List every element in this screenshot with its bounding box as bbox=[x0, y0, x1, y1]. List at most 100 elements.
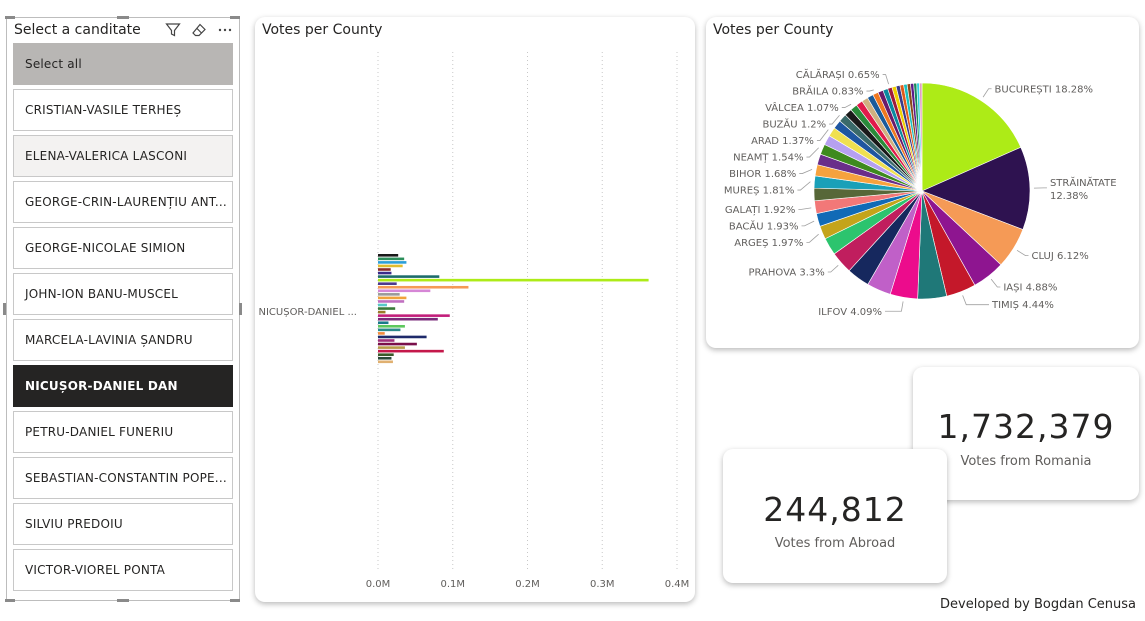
pie-label: BRĂILA 0.83% bbox=[792, 85, 863, 98]
leader-line bbox=[866, 89, 874, 92]
pie-chart: BUCUREȘTI 18.28% STRĂINĂTATE 12.38% CLUJ 6.… bbox=[724, 68, 1117, 318]
leader-line bbox=[841, 103, 852, 108]
bar[interactable] bbox=[378, 360, 393, 364]
select-all-item[interactable]: Select all bbox=[13, 43, 233, 85]
bar[interactable] bbox=[378, 254, 399, 257]
bar-chart: 0.0M 0.1M 0.2M 0.3M 0.4M NICUȘOR-DANIEL ... bbox=[258, 52, 690, 590]
bar-chart-card[interactable]: Votes per County 0.0M 0.1M 0.2M 0.3M 0.4M NIC… bbox=[255, 17, 695, 602]
leader-line bbox=[816, 129, 829, 141]
slicer-item[interactable]: CRISTIAN-VASILE TERHEȘ bbox=[13, 89, 233, 131]
pie-label: BIHOR 1.68% bbox=[729, 169, 796, 180]
slicer-item[interactable]: ELENA-VALERICA LASCONI bbox=[13, 135, 233, 177]
kpi-value-romania: 1,732,379 bbox=[937, 407, 1115, 446]
slicer-title: Select a canditate bbox=[14, 22, 141, 38]
leader-line bbox=[797, 181, 811, 191]
resize-handle[interactable] bbox=[5, 16, 15, 19]
filter-icon[interactable] bbox=[164, 21, 182, 39]
bar[interactable] bbox=[378, 293, 400, 296]
pie-label: BUCUREȘTI 18.28% bbox=[995, 84, 1093, 95]
bar[interactable] bbox=[378, 289, 431, 293]
pie-label: ARGEȘ 1.97% bbox=[734, 238, 803, 249]
bar[interactable] bbox=[378, 321, 389, 325]
bar[interactable] bbox=[378, 335, 427, 339]
bar[interactable] bbox=[378, 296, 407, 300]
pie-chart-card[interactable]: Votes per County BUCUREȘTI 18.28% STRĂINĂ… bbox=[706, 17, 1139, 348]
leader-line bbox=[827, 265, 839, 273]
candidate-slicer[interactable]: Select a canditate Select all CRISTIAN-VA… bbox=[6, 17, 240, 601]
bar[interactable] bbox=[378, 346, 405, 349]
bar[interactable] bbox=[378, 271, 392, 275]
bar[interactable] bbox=[378, 332, 385, 335]
pie-label: ARAD 1.37% bbox=[751, 136, 814, 147]
resize-handle[interactable] bbox=[230, 599, 240, 602]
pie-slice[interactable] bbox=[919, 82, 923, 192]
resize-handle[interactable] bbox=[5, 599, 15, 602]
x-tick-label: 0.2M bbox=[515, 579, 540, 590]
slicer-item[interactable]: GEORGE-CRIN-LAURENȚIU ANT... bbox=[13, 181, 233, 223]
slicer-toolbar bbox=[164, 21, 234, 39]
bar[interactable] bbox=[378, 257, 405, 261]
slicer-item[interactable]: VICTOR-VIOREL PONTA bbox=[13, 549, 233, 591]
pie-label: BACĂU 1.93% bbox=[729, 219, 799, 232]
pie-slice[interactable] bbox=[921, 146, 1031, 230]
bar[interactable] bbox=[378, 314, 450, 317]
kpi-card-romania: 1,732,379 Votes from Romania bbox=[913, 367, 1139, 500]
pie-label: VÂLCEA 1.07% bbox=[765, 101, 839, 114]
bar[interactable] bbox=[378, 325, 405, 328]
pie-label: CĂLĂRAȘI 0.65% bbox=[796, 68, 880, 81]
bar-chart-title: Votes per County bbox=[262, 22, 383, 38]
resize-handle[interactable] bbox=[117, 16, 129, 19]
slicer-item[interactable]: MARCELA-LAVINIA ȘANDRU bbox=[13, 319, 233, 361]
bar[interactable] bbox=[378, 268, 391, 271]
bar[interactable] bbox=[378, 278, 649, 282]
bar[interactable] bbox=[378, 285, 469, 289]
x-tick-label: 0.3M bbox=[590, 579, 615, 590]
slicer-item[interactable]: NICUȘOR-DANIEL DAN bbox=[13, 365, 233, 407]
footer-credit: Developed by Bogdan Cenusa bbox=[940, 597, 1136, 612]
leader-line bbox=[990, 278, 1001, 288]
more-options-icon[interactable] bbox=[216, 21, 234, 39]
bar[interactable] bbox=[378, 261, 407, 264]
slicer-item[interactable]: JOHN-ION BANU-MUSCEL bbox=[13, 273, 233, 315]
bar[interactable] bbox=[378, 339, 395, 342]
pie-chart-title: Votes per County bbox=[713, 22, 834, 38]
pie-label: NEAMȚ 1.54% bbox=[733, 153, 803, 164]
leader-line bbox=[962, 295, 989, 306]
bar[interactable] bbox=[378, 353, 394, 356]
bar[interactable] bbox=[378, 300, 405, 303]
pie-label: PRAHOVA 3.3% bbox=[749, 267, 825, 278]
slicer-item[interactable]: SILVIU PREDOIU bbox=[13, 503, 233, 545]
bar[interactable] bbox=[378, 356, 392, 360]
kpi-label-abroad: Votes from Abroad bbox=[774, 536, 896, 551]
leader-line bbox=[806, 233, 819, 243]
leader-line bbox=[982, 88, 992, 98]
leader-line bbox=[1016, 249, 1029, 257]
bar[interactable] bbox=[378, 328, 401, 332]
eraser-icon[interactable] bbox=[190, 21, 208, 39]
leader-line bbox=[882, 74, 889, 85]
bar[interactable] bbox=[378, 317, 438, 321]
slicer-item[interactable]: GEORGE-NICOLAE SIMION bbox=[13, 227, 233, 269]
x-tick-label: 0.4M bbox=[665, 579, 690, 590]
pie-label: 12.38% bbox=[1050, 191, 1088, 202]
bar[interactable] bbox=[378, 303, 387, 307]
bar[interactable] bbox=[378, 275, 440, 278]
bar[interactable] bbox=[378, 282, 397, 285]
bar[interactable] bbox=[378, 307, 396, 310]
leader-line bbox=[801, 220, 815, 227]
resize-handle[interactable] bbox=[230, 16, 240, 19]
leader-line bbox=[798, 207, 812, 210]
bar[interactable] bbox=[378, 264, 403, 268]
bar[interactable] bbox=[378, 349, 444, 353]
bar[interactable] bbox=[378, 342, 417, 346]
slicer-item[interactable]: PETRU-DANIEL FUNERIU bbox=[13, 411, 233, 453]
x-tick-label: 0.0M bbox=[366, 579, 391, 590]
resize-handle[interactable] bbox=[117, 599, 129, 602]
slicer-item[interactable]: SEBASTIAN-CONSTANTIN POPE... bbox=[13, 457, 233, 499]
pie-label: MUREȘ 1.81% bbox=[724, 186, 795, 197]
resize-handle[interactable] bbox=[3, 303, 6, 315]
pie-slice[interactable] bbox=[921, 82, 1022, 192]
resize-handle[interactable] bbox=[239, 303, 242, 315]
leader-line bbox=[806, 147, 819, 158]
bar[interactable] bbox=[378, 310, 386, 314]
